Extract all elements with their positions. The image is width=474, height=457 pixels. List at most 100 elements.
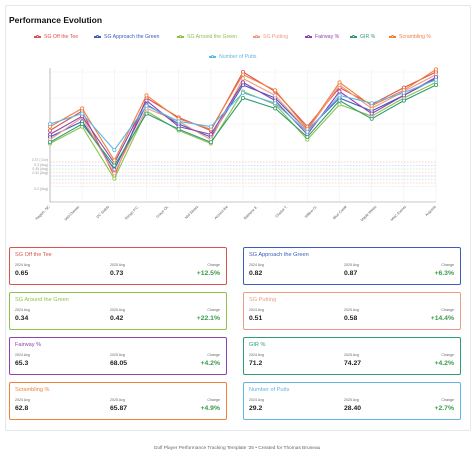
value-2025: 0.58 — [344, 315, 358, 322]
label-2024-avg: 2024 Avg — [249, 398, 264, 402]
label-2025-avg: 2025 Avg — [110, 353, 125, 357]
data-point — [433, 67, 438, 72]
metric-card: SG Off the Tee 2024 Avg 2025 Avg Change 0.65… — [9, 247, 227, 285]
data-point — [240, 76, 245, 81]
data-point — [273, 106, 278, 111]
label-2024-avg: 2024 Avg — [249, 308, 264, 312]
card-title: Fairway % — [15, 342, 42, 348]
data-point — [305, 134, 310, 139]
label-2024-avg: 2024 Avg — [249, 353, 264, 357]
label-2025-avg: 2025 Avg — [110, 263, 125, 267]
legend-label: SG Around the Green — [187, 34, 237, 40]
legend-item[interactable]: Number of Putts — [209, 54, 256, 60]
legend-item[interactable]: Fairway % — [305, 34, 339, 40]
x-tick-label: Balmore E. — [243, 205, 258, 220]
data-point — [273, 101, 278, 106]
legend-marker — [95, 34, 99, 38]
data-point — [208, 140, 213, 145]
legend-item[interactable]: SG Approach the Green — [94, 34, 159, 40]
x-tick-label: MNC Events — [390, 205, 407, 222]
card-title: SG Putting — [249, 297, 277, 303]
legend-item[interactable]: SG Off the Tee — [34, 34, 78, 40]
data-point — [208, 124, 213, 129]
value-2024: 0.65 — [15, 270, 29, 277]
value-change: +12.5% — [196, 270, 220, 277]
label-change: Change — [441, 263, 454, 267]
metric-card: Scrambling % 2024 Avg 2025 Avg Change 62.8 65… — [9, 382, 227, 420]
data-point — [144, 103, 149, 108]
legend-label: Scrambling % — [399, 34, 432, 40]
legend-label: GIR % — [360, 34, 376, 40]
legend-label: Fairway % — [315, 34, 340, 40]
value-2024: 29.2 — [249, 405, 263, 412]
data-point — [240, 96, 245, 101]
data-point — [337, 93, 342, 98]
data-point — [369, 111, 374, 116]
label-2024-avg: 2024 Avg — [249, 263, 264, 267]
x-tick-label: Charlot T. — [275, 205, 289, 219]
legend-marker — [254, 34, 258, 38]
legend-item[interactable]: SG Around the Green — [177, 34, 237, 40]
label-change: Change — [441, 308, 454, 312]
value-2024: 0.34 — [15, 315, 29, 322]
data-point — [144, 98, 149, 103]
value-change: +6.3% — [434, 270, 454, 277]
value-2025: 28.40 — [344, 405, 362, 412]
legend-swatch — [389, 34, 396, 38]
value-change: +4.2% — [200, 360, 220, 367]
data-point — [48, 132, 53, 137]
legend-label: SG Putting — [263, 34, 289, 40]
label-2025-avg: 2025 Avg — [344, 308, 359, 312]
legend-swatch — [34, 34, 41, 38]
legend-label: SG Approach the Green — [104, 34, 160, 40]
label-change: Change — [207, 308, 220, 312]
card-title: Scrambling % — [15, 387, 50, 393]
data-point — [401, 98, 406, 103]
data-point — [433, 77, 438, 82]
legend-marker — [35, 34, 39, 38]
value-2025: 65.87 — [110, 405, 128, 412]
data-point — [273, 88, 278, 93]
label-change: Change — [207, 353, 220, 357]
data-point — [48, 140, 53, 145]
legend-marker — [178, 34, 182, 38]
value-2024: 0.51 — [249, 315, 263, 322]
page-title: Performance Evolution — [9, 15, 103, 25]
value-change: +22.1% — [196, 315, 220, 322]
data-point — [176, 119, 181, 124]
data-point — [112, 176, 117, 181]
data-point — [240, 80, 245, 85]
label-2025-avg: 2025 Avg — [110, 308, 125, 312]
value-2024: 62.8 — [15, 405, 29, 412]
data-point — [208, 132, 213, 137]
x-tick-label: Blue Creek — [332, 205, 348, 221]
legend-item[interactable]: GIR % — [350, 34, 375, 40]
card-title: SG Approach the Green — [249, 252, 309, 258]
x-tick-label: Mid-Chester — [64, 204, 81, 221]
legend-item[interactable]: SG Putting — [253, 34, 288, 40]
line-chart: 0.37 ( Dor)0.3 (Avg)0.35 (Avg)0.32 (Avg)… — [32, 67, 438, 222]
data-point — [337, 102, 342, 107]
value-2025: 0.73 — [110, 270, 124, 277]
legend-marker — [351, 34, 355, 38]
x-tick-label: Rengo P.C. — [124, 205, 140, 221]
data-point — [112, 158, 117, 163]
data-point — [369, 116, 374, 121]
label-2024-avg: 2024 Avg — [15, 308, 30, 312]
legend-item[interactable]: Scrambling % — [389, 34, 431, 40]
metric-card: SG Putting 2024 Avg 2025 Avg Change 0.51 0.58… — [243, 292, 461, 330]
label-change: Change — [441, 353, 454, 357]
legend-swatch — [177, 34, 184, 38]
value-2025: 74.27 — [344, 360, 362, 367]
card-title: SG Around the Green — [15, 297, 69, 303]
value-change: +4.2% — [434, 360, 454, 367]
value-2025: 0.87 — [344, 270, 358, 277]
y-tick-label: 0.32 (Avg) — [32, 171, 48, 175]
legend-label: SG Off the Tee — [44, 34, 79, 40]
y-tick-label: 0.2 (Avg) — [34, 187, 48, 191]
legend-swatch — [305, 34, 312, 38]
label-2025-avg: 2025 Avg — [344, 398, 359, 402]
label-2025-avg: 2025 Avg — [344, 353, 359, 357]
label-2024-avg: 2024 Avg — [15, 353, 30, 357]
y-tick-label: 0.3 (Avg) — [34, 163, 48, 167]
